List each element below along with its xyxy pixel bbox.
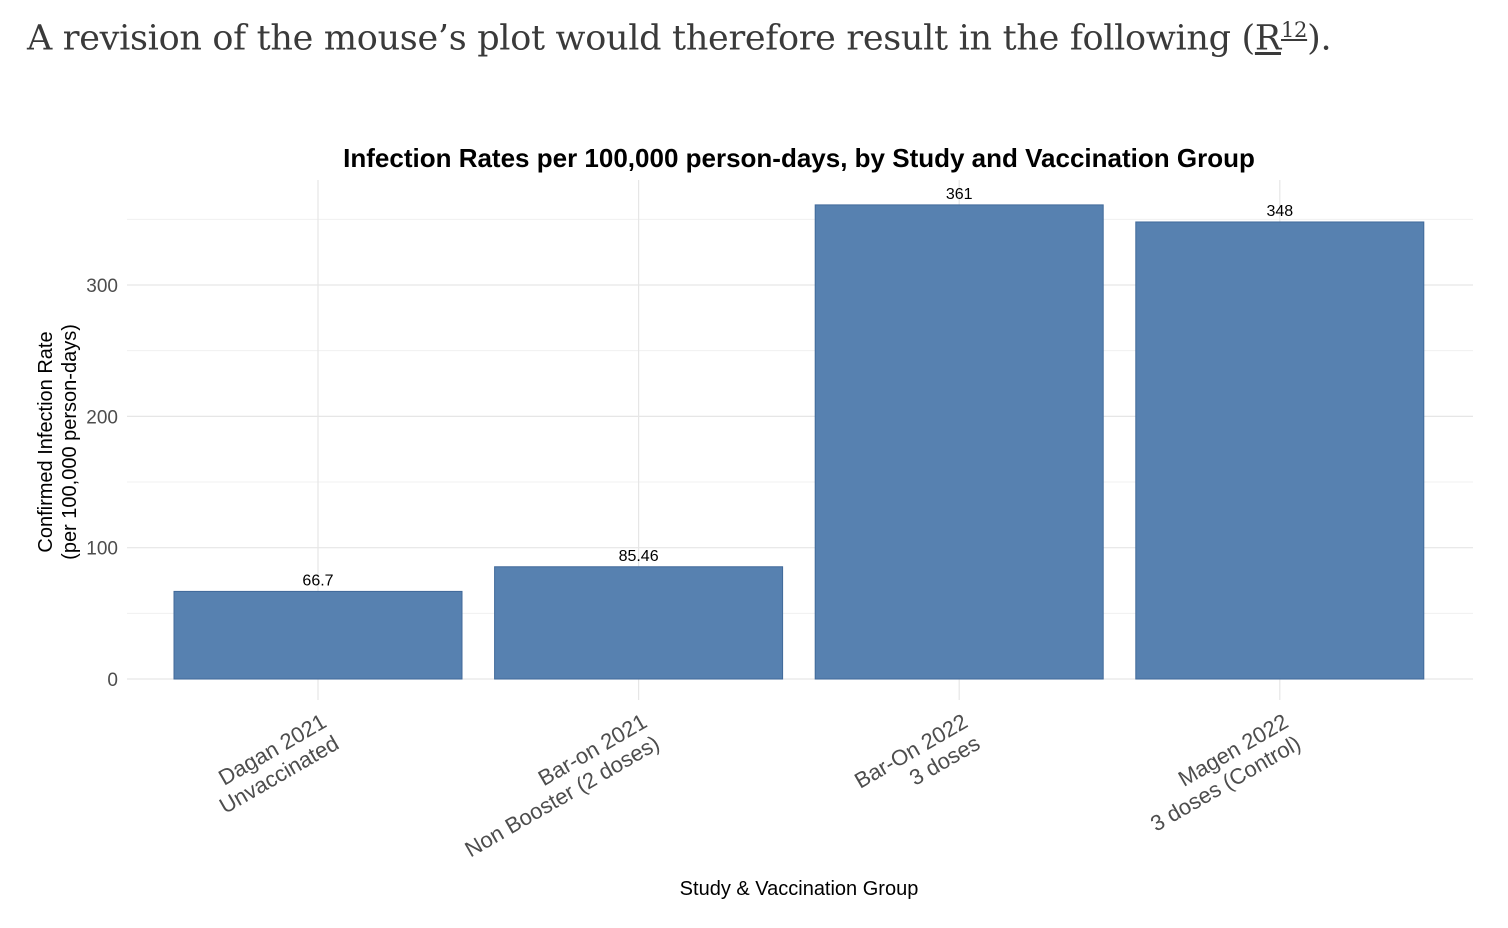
footnote-ref[interactable]: 12 [1280,18,1308,42]
y-axis-title: Confirmed Infection Rate (per 100,000 pe… [35,324,81,560]
x-tick-label-line: Non Booster (2 doses) [460,730,663,862]
bar-value-label: 361 [946,186,973,203]
chart-title: Infection Rates per 100,000 person-days,… [343,143,1255,173]
y-tick-label: 0 [107,670,118,691]
bar-value-label: 66.7 [302,572,333,589]
r-link[interactable]: R [1254,18,1281,59]
y-axis-title-line1: Confirmed Infection Rate [35,331,57,552]
x-axis-title: Study & Vaccination Group [680,878,919,900]
y-axis-title-line2: (per 100,000 person-days) [59,324,81,560]
bar [173,590,463,680]
lead-text: A revision of the mouse’s plot would the… [27,18,1255,59]
bar [494,566,784,680]
y-tick-label: 200 [86,407,118,428]
bar-value-label: 85.46 [619,548,659,565]
bar [814,204,1104,680]
bar-value-label: 348 [1266,203,1293,220]
y-tick-label: 100 [86,539,118,560]
y-tick-label: 300 [86,276,118,297]
lead-end: ). [1307,18,1332,59]
bar [1135,221,1425,680]
lead-paragraph: A revision of the mouse’s plot would the… [27,18,1332,59]
